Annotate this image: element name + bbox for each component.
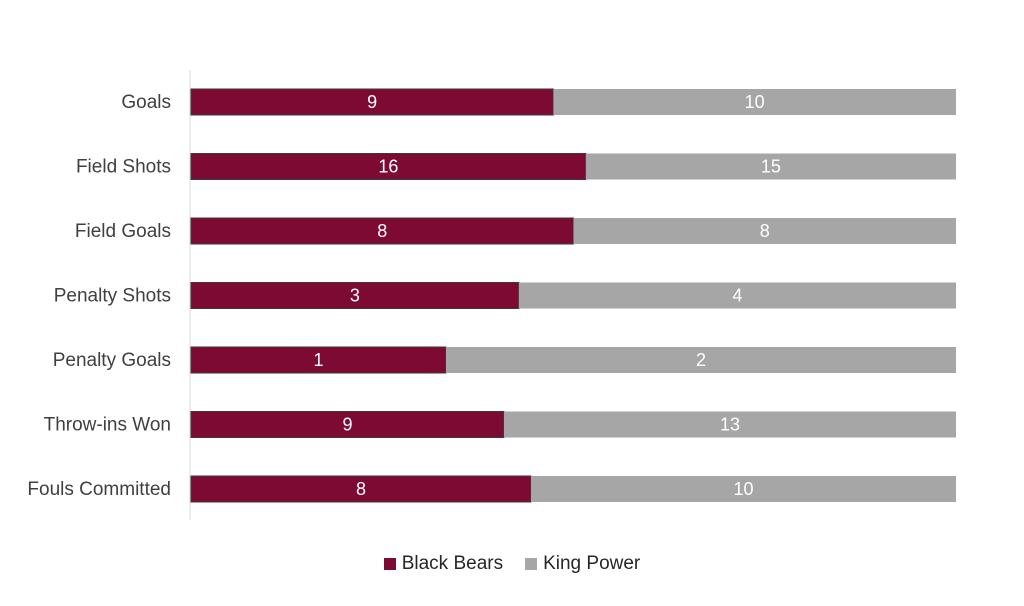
data-label-series-1: 16 <box>378 157 398 177</box>
category-label: Fouls Committed <box>27 479 171 500</box>
data-label-series-1: 9 <box>367 92 377 112</box>
category-label: Field Goals <box>75 221 171 242</box>
legend-swatch-series-2 <box>525 558 538 570</box>
bar-series-2 <box>503 411 956 438</box>
data-label-series-1: 3 <box>350 286 360 306</box>
category-label: Penalty Shots <box>54 286 171 307</box>
data-label-series-2: 15 <box>761 157 781 177</box>
bar-series-1 <box>190 346 447 374</box>
bar-series-2 <box>531 476 956 502</box>
bar-series-1 <box>190 411 505 438</box>
bar-series-1 <box>190 282 520 309</box>
legend-item-series-2: King Power <box>525 553 640 575</box>
bar-series-1 <box>190 153 587 180</box>
legend-item-series-1: Black Bears <box>383 553 504 575</box>
data-label-series-1: 9 <box>342 415 352 435</box>
data-label-series-2: 4 <box>732 286 742 306</box>
bar-series-1 <box>190 475 532 503</box>
bar-series-2 <box>446 347 956 373</box>
legend-swatch-series-1 <box>383 558 396 570</box>
bar-series-2 <box>573 218 956 244</box>
category-label: Goals <box>121 92 171 113</box>
bar-series-1 <box>190 217 574 245</box>
category-label: Throw-ins Won <box>44 415 171 436</box>
bar-series-2 <box>518 282 956 309</box>
data-label-series-2: 2 <box>696 350 706 370</box>
bar-series-2 <box>553 89 956 115</box>
category-label: Penalty Goals <box>53 350 171 371</box>
legend-label-series-2: King Power <box>543 553 641 574</box>
legend: Black Bears King Power <box>0 553 1024 575</box>
data-label-series-2: 8 <box>760 221 770 241</box>
bar-series-2 <box>585 153 956 180</box>
legend-label-series-1: Black Bears <box>401 553 504 574</box>
data-label-series-2: 10 <box>733 479 753 499</box>
bars-group: 9 10 16 15 8 8 3 4 1 2 9 13 8 10 <box>190 88 956 503</box>
data-label-series-2: 13 <box>720 415 740 435</box>
data-label-series-1: 8 <box>377 221 387 241</box>
data-label-series-1: 1 <box>313 350 323 370</box>
data-label-series-1: 8 <box>356 479 366 499</box>
data-label-series-2: 10 <box>745 92 765 112</box>
category-label: Field Shots <box>76 157 171 178</box>
